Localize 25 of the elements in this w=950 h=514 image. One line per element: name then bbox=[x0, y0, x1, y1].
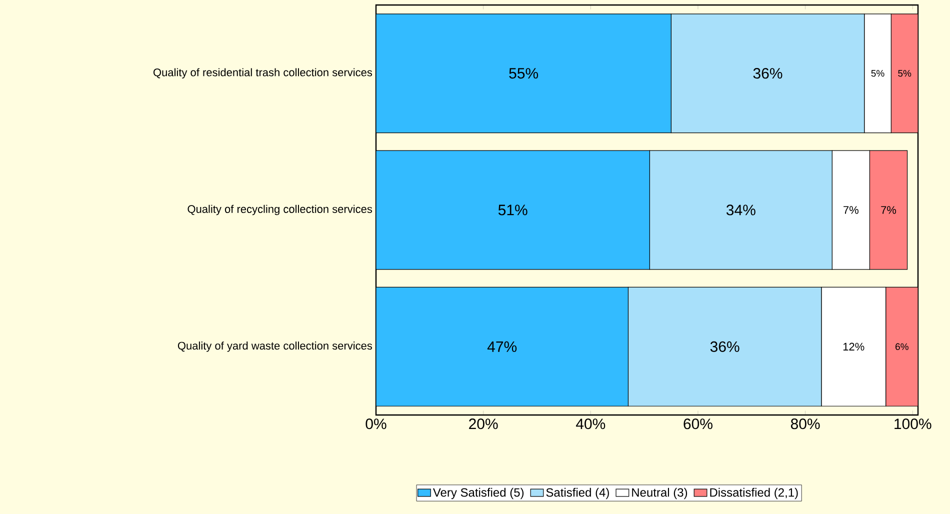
y-tick-label: Quality of residential trash collection services bbox=[153, 68, 372, 78]
data-label: 36% bbox=[753, 68, 782, 79]
data-label: 55% bbox=[509, 68, 538, 79]
data-label: 34% bbox=[726, 204, 756, 216]
y-tick-label: Quality of yard waste collection services bbox=[178, 342, 372, 352]
x-tick-label: 100% bbox=[894, 418, 932, 430]
data-label: 12% bbox=[843, 342, 864, 351]
data-label: 5% bbox=[898, 70, 912, 77]
x-tick-label: 0% bbox=[366, 418, 386, 430]
data-label: 51% bbox=[498, 204, 528, 216]
data-label: 7% bbox=[844, 206, 858, 214]
x-tick-label: 60% bbox=[684, 418, 712, 430]
data-label: 5% bbox=[871, 70, 884, 77]
x-tick-label: 20% bbox=[469, 418, 498, 430]
legend-label: Satisfied (4) bbox=[546, 488, 609, 500]
y-tick-label: Quality of recycling collection services bbox=[188, 204, 372, 216]
data-label: 47% bbox=[487, 341, 517, 352]
legend-label: Very Satisfied (5) bbox=[432, 488, 524, 500]
data-label: 6% bbox=[896, 343, 908, 350]
legend-label: Dissatisfied (2,1) bbox=[710, 488, 798, 500]
data-label: 36% bbox=[710, 341, 740, 352]
x-tick-label: 40% bbox=[576, 418, 606, 430]
legend-label: Neutral (3) bbox=[632, 488, 688, 500]
data-label: 7% bbox=[881, 206, 896, 214]
x-tick-label: 80% bbox=[790, 418, 820, 430]
